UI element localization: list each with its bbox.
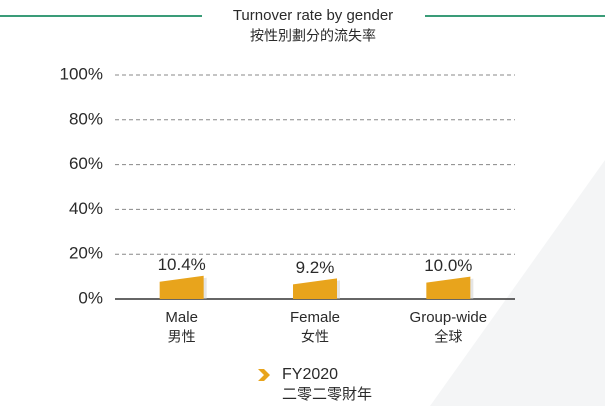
value-label: 9.2% bbox=[296, 258, 335, 277]
bar bbox=[426, 276, 471, 299]
x-tick-label: 全球 bbox=[434, 329, 462, 345]
x-tick-label: 女性 bbox=[301, 329, 329, 345]
legend-label: FY2020 bbox=[282, 366, 338, 383]
x-tick-label: Male bbox=[165, 309, 198, 326]
legend-label: 二零二零財年 bbox=[282, 386, 372, 403]
y-tick-label: 0% bbox=[78, 288, 103, 307]
y-tick-label: 80% bbox=[69, 109, 103, 128]
y-tick-label: 20% bbox=[69, 244, 103, 263]
x-tick-label: Group-wide bbox=[410, 309, 488, 326]
bar bbox=[159, 275, 204, 299]
legend-marker bbox=[258, 369, 270, 381]
value-label: 10.4% bbox=[158, 255, 206, 274]
background-shape bbox=[430, 160, 605, 406]
chart-subtitle: 按性別劃分的流失率 bbox=[250, 28, 376, 44]
x-tick-label: 男性 bbox=[168, 329, 196, 345]
chart-title: Turnover rate by gender bbox=[233, 7, 393, 24]
x-tick-label: Female bbox=[290, 309, 340, 326]
value-label: 10.0% bbox=[424, 256, 472, 275]
bar bbox=[293, 278, 337, 299]
y-tick-label: 60% bbox=[69, 154, 103, 173]
y-tick-label: 40% bbox=[69, 199, 103, 218]
y-tick-label: 100% bbox=[60, 64, 103, 83]
